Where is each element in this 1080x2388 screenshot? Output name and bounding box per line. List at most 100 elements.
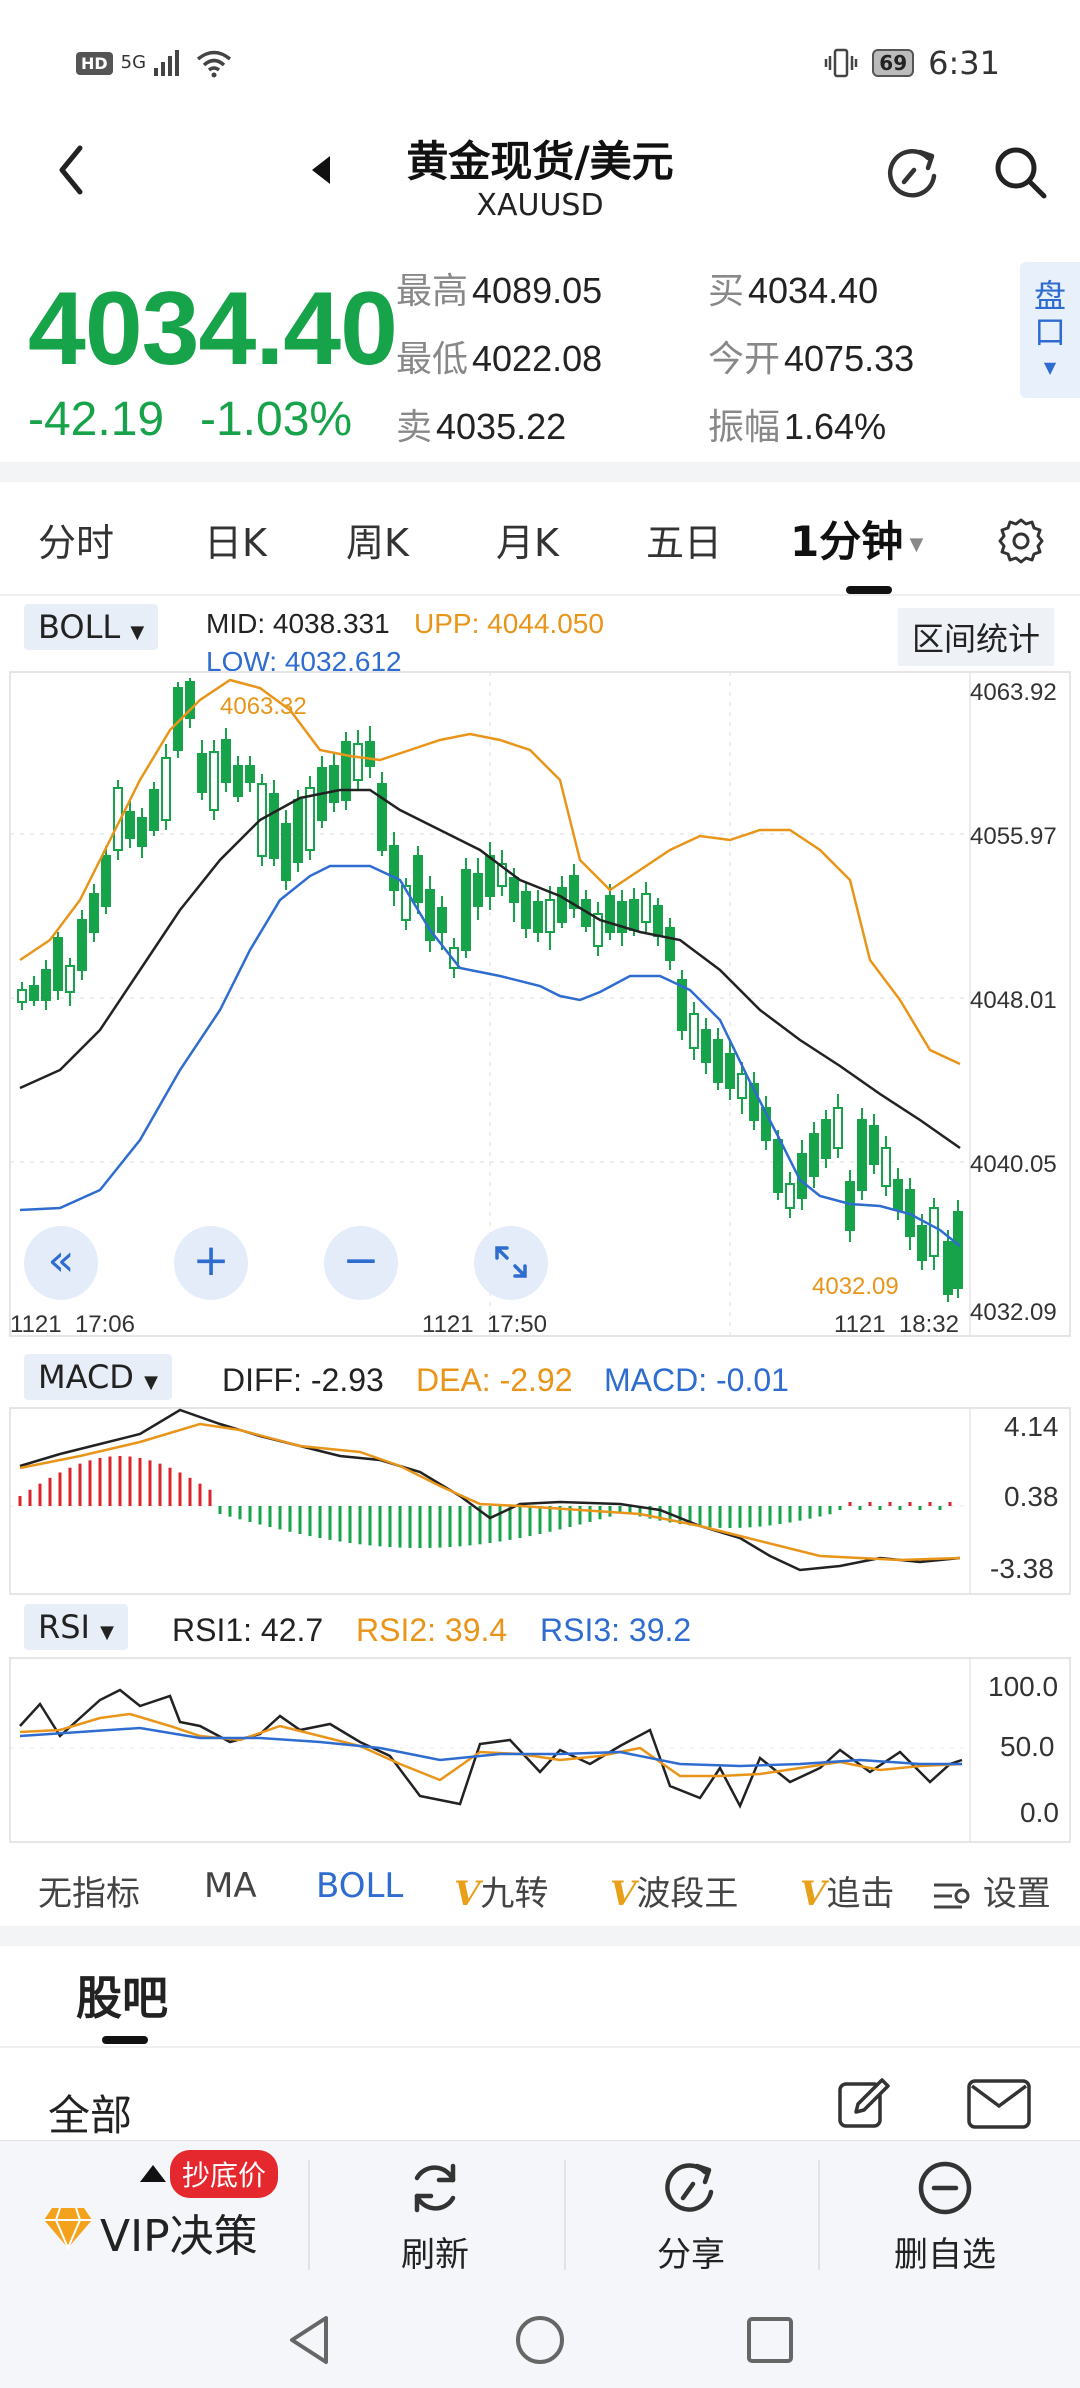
boll-upp: UPP: 4044.050 — [414, 608, 604, 640]
edit-icon[interactable] — [836, 2076, 892, 2132]
refresh-button[interactable]: 刷新 — [308, 2158, 562, 2276]
tab-weekly-k[interactable]: 周K — [346, 521, 409, 565]
boll-selector[interactable]: BOLL ▼ — [24, 604, 159, 650]
fullscreen-button[interactable] — [474, 1226, 548, 1300]
macd-bar — [318, 1506, 322, 1539]
macd-selector[interactable]: MACD ▼ — [24, 1354, 172, 1400]
indicator-tab-none[interactable]: 无指标 — [38, 1874, 140, 1914]
candle-body — [629, 899, 639, 931]
candle-body — [809, 1133, 819, 1177]
prev-stock-icon[interactable] — [306, 150, 336, 190]
tab-intraday[interactable]: 分时 — [38, 521, 115, 565]
candle-body — [653, 905, 663, 937]
diamond-icon — [44, 2207, 92, 2250]
macd-chart[interactable]: 4.14 0.38 -3.38 — [0, 1406, 1080, 1596]
zoom-out-button[interactable]: − — [324, 1226, 398, 1300]
candle-body — [221, 739, 231, 783]
macd-dea: DEA: -2.92 — [416, 1362, 573, 1398]
macd-selector-label: MACD — [38, 1358, 134, 1396]
scroll-left-button[interactable]: « — [24, 1226, 98, 1300]
remove-watchlist-button[interactable]: 删自选 — [818, 2158, 1072, 2276]
macd-bar — [618, 1506, 622, 1512]
candle-body — [749, 1083, 759, 1121]
mail-icon[interactable] — [966, 2078, 1032, 2130]
system-nav-bar — [0, 2298, 1080, 2388]
macd-bar — [868, 1502, 872, 1506]
forum-filter-all[interactable]: 全部 — [48, 2091, 133, 2140]
range-stats-button[interactable]: 区间统计 — [898, 608, 1055, 666]
macd-bar — [488, 1506, 492, 1543]
amplitude-cell: 振幅 1.64% — [708, 398, 886, 450]
nav-recents-icon[interactable] — [744, 2314, 796, 2366]
candle-body — [425, 889, 435, 941]
battery-icon: 69 — [872, 49, 915, 77]
vibrate-icon — [825, 48, 858, 78]
rsi-chart[interactable]: 100.0 50.0 0.0 — [0, 1656, 1080, 1844]
order-book-button[interactable]: 盘口 ▼ — [1020, 262, 1080, 398]
caret-down-icon: ▼ — [144, 1372, 158, 1393]
order-book-label: 盘口 — [1033, 277, 1066, 351]
status-left: HD 5G — [76, 48, 234, 78]
zoom-in-button[interactable]: + — [174, 1226, 248, 1300]
toolbar-separator — [818, 2160, 820, 2270]
indicator-settings-label: 设置 — [982, 1874, 1051, 1914]
macd-bar — [298, 1506, 302, 1534]
section-divider — [0, 462, 1080, 482]
high-cell: 最高 4089.05 — [396, 262, 602, 314]
candle-body — [497, 863, 507, 887]
signal-type: 5G — [120, 52, 147, 73]
nav-back-icon[interactable] — [284, 2312, 336, 2368]
caret-down-icon: ▼ — [130, 622, 145, 643]
indicator-tab-jiuzhuan[interactable]: V九转 — [454, 1866, 548, 1915]
candle-body — [341, 741, 351, 801]
tab-monthly-k[interactable]: 月K — [496, 521, 559, 565]
candle-body — [785, 1183, 795, 1209]
rsi-frame — [9, 1657, 1071, 1843]
macd-bar — [948, 1502, 952, 1506]
candle-body — [101, 855, 111, 907]
tab-daily-k[interactable]: 日K — [204, 521, 267, 565]
macd-bar — [928, 1502, 932, 1506]
rsi1: RSI1: 42.7 — [172, 1612, 324, 1648]
back-icon[interactable] — [52, 140, 92, 200]
refresh-icon — [414, 2163, 456, 2213]
nav-home-icon[interactable] — [512, 2312, 568, 2368]
candle-body — [845, 1181, 855, 1231]
candle-body — [125, 811, 135, 839]
macd-bar — [178, 1472, 182, 1506]
candle-body — [857, 1119, 867, 1191]
share-button[interactable]: 分享 — [564, 2158, 818, 2276]
macd-y-tick-2: 0.38 — [1004, 1481, 1059, 1512]
search-icon[interactable] — [990, 142, 1050, 202]
gear-icon[interactable] — [996, 516, 1046, 566]
refresh-label: 刷新 — [401, 2235, 469, 2275]
refresh-icon[interactable] — [880, 142, 944, 206]
page-title: 黄金现货/美元 — [406, 137, 674, 186]
indicator-settings-button[interactable]: 设置 — [928, 1866, 1051, 1915]
candle-body — [245, 765, 255, 783]
indicator-tab-zhuiji[interactable]: V追击 — [800, 1866, 924, 1915]
macd-bar — [108, 1456, 112, 1506]
section-divider — [0, 1926, 1080, 1946]
rsi-selector[interactable]: RSI ▼ — [24, 1604, 128, 1650]
macd-bar — [118, 1456, 122, 1506]
tab-five-day[interactable]: 五日 — [646, 521, 723, 565]
boll-mid-line — [19, 788, 961, 1150]
kline-chart[interactable]: 4063.32 4032.09 4063.92 4055.97 4048.01 … — [0, 670, 1080, 1338]
macd-bar — [78, 1463, 82, 1506]
indicator-tab-ma[interactable]: MA — [204, 1866, 257, 1906]
tab-1min[interactable]: 1分钟 ▼ — [790, 508, 923, 569]
indicator-tab-boduanwang[interactable]: V波段王 — [610, 1866, 738, 1915]
vip-decision-button[interactable]: VIP决策 — [100, 2211, 258, 2262]
macd-bar — [408, 1506, 412, 1548]
indicator-tab-boll[interactable]: BOLL — [316, 1866, 404, 1906]
macd-diff-line — [19, 1408, 961, 1572]
amplitude-value: 1.64% — [784, 406, 887, 447]
macd-bar — [718, 1506, 722, 1528]
boll-upp-value: 4044.050 — [487, 608, 604, 639]
candle-body — [281, 823, 291, 881]
candle-body — [533, 901, 543, 933]
macd-bar — [678, 1506, 682, 1525]
macd-bar — [168, 1467, 172, 1506]
forum-tab[interactable]: 股吧 — [76, 1971, 168, 2025]
